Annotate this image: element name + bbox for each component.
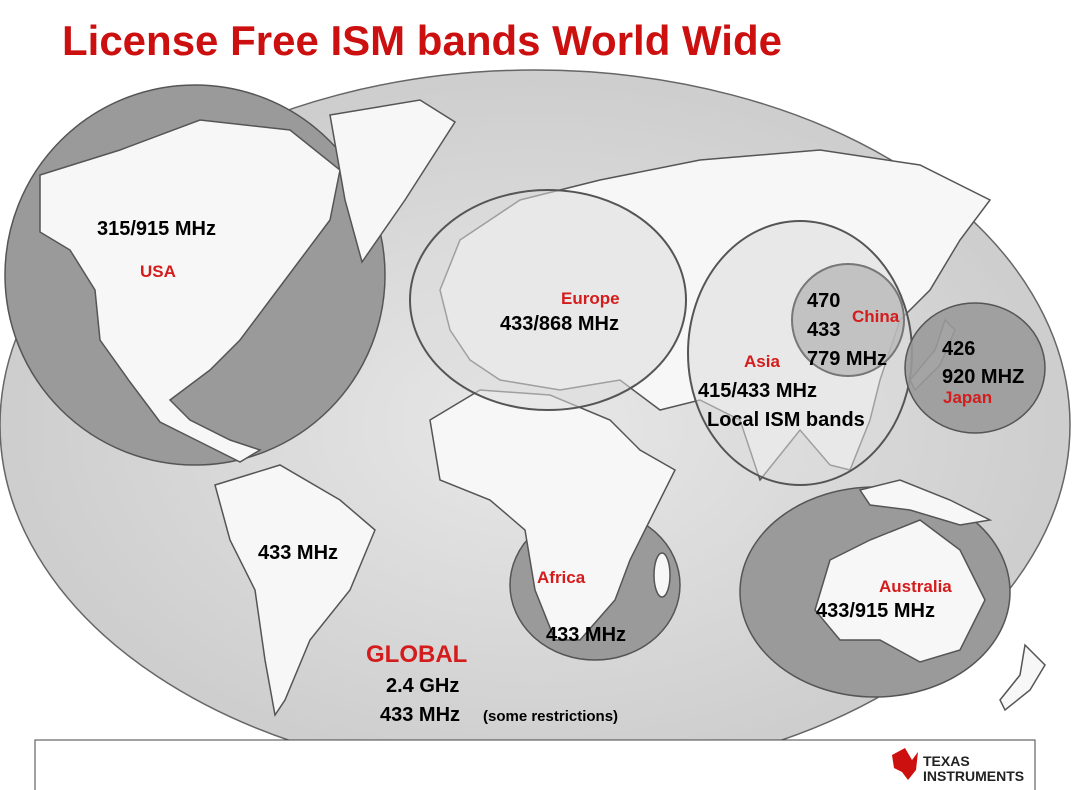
region-name: Africa (537, 568, 586, 587)
title: License Free ISM bands World Wide (62, 17, 782, 64)
region-name: Australia (879, 577, 952, 596)
band-label: 315/915 MHz (97, 218, 216, 240)
ti-logo-mark (892, 748, 918, 780)
band-label: 433 MHz (546, 624, 626, 646)
japan-zone (904, 302, 1046, 434)
europe-zone (409, 189, 687, 411)
band-label: 426 (942, 338, 975, 360)
logo-text: INSTRUMENTS (923, 768, 1024, 784)
band-label: 920 MHZ (942, 366, 1024, 388)
band-label: 433/915 MHz (816, 600, 935, 622)
indonesia (858, 479, 993, 526)
logo-text: TEXAS (923, 753, 970, 769)
band-label: 433 (807, 319, 840, 341)
new-zealand (999, 643, 1046, 712)
band-label: 433 MHz (380, 704, 460, 726)
band-label: 433 MHz (258, 542, 338, 564)
region-name: Europe (561, 289, 620, 308)
band-label: 470 (807, 290, 840, 312)
greenland (329, 99, 457, 264)
band-label: 415/433 MHz (698, 380, 817, 402)
band-label: 2.4 GHz (386, 675, 459, 697)
australia (814, 519, 986, 663)
band-label: 779 MHz (807, 348, 887, 370)
band-note: (some restrictions) (483, 708, 618, 725)
region-name: Japan (943, 388, 992, 407)
region-name: USA (140, 262, 176, 281)
south-america (214, 464, 376, 717)
north-america (39, 119, 341, 463)
footer-box (34, 739, 1036, 790)
global-name: GLOBAL (366, 641, 467, 668)
band-label: 433/868 MHz (500, 313, 619, 335)
china-zone (791, 263, 905, 377)
band-label: Local ISM bands (707, 409, 865, 431)
region-name: China (852, 307, 900, 326)
region-name: Asia (744, 352, 780, 371)
madagascar (653, 552, 671, 598)
